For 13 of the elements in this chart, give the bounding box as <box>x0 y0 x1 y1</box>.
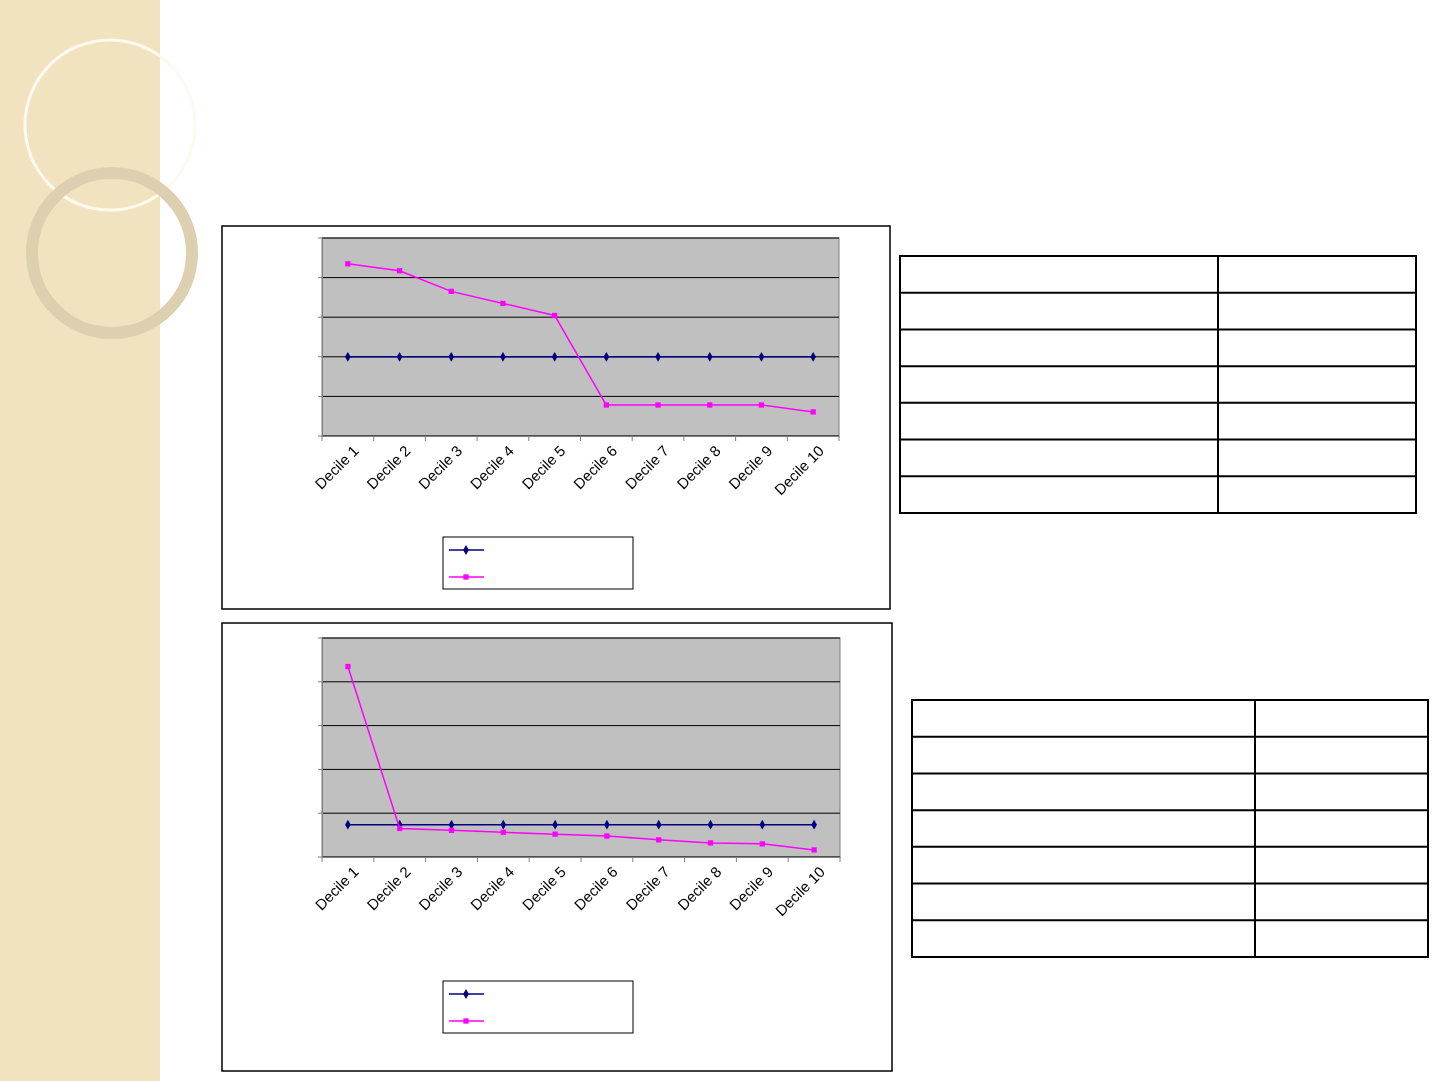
point <box>759 841 765 847</box>
point <box>656 837 662 843</box>
point <box>811 847 817 853</box>
point <box>500 300 506 307</box>
point <box>552 831 558 837</box>
point <box>758 402 765 408</box>
point <box>345 663 351 670</box>
point <box>604 833 610 839</box>
point <box>655 402 661 408</box>
point <box>707 840 714 846</box>
point <box>707 402 713 408</box>
point <box>810 409 816 415</box>
point <box>603 402 609 408</box>
